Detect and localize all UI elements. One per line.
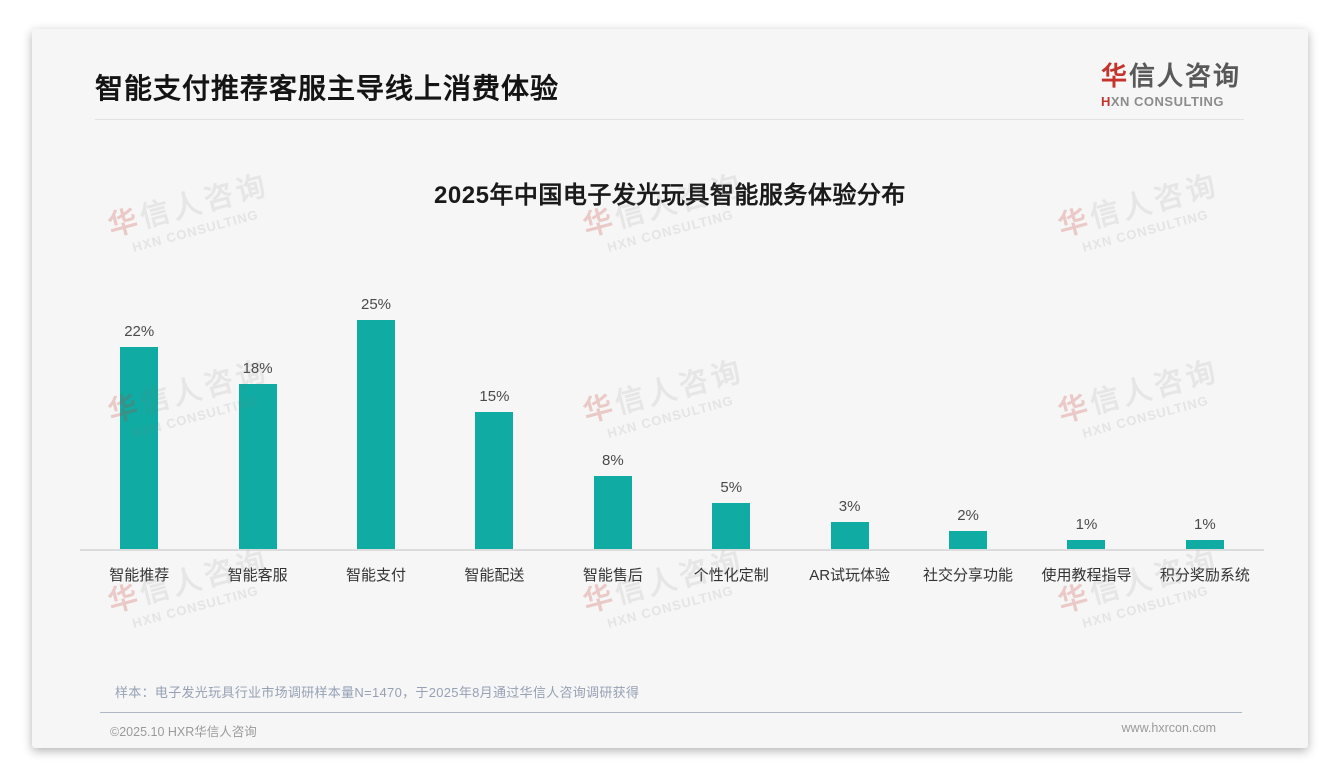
bar-value-label: 8% [601, 452, 624, 469]
category-label: 智能推荐 [109, 567, 170, 584]
report-slide: 智能支付推荐客服主导线上消费体验 华信人咨询 HXN CONSULTING 20… [32, 29, 1308, 748]
bar-group: 1% [1027, 281, 1145, 549]
brand-watermark: 华信人咨询 HXN CONSULTING [1036, 157, 1244, 264]
bar-group: 18% [198, 281, 316, 549]
page-title: 智能支付推荐客服主导线上消费体验 [95, 73, 560, 104]
bar-value-label: 1% [1075, 516, 1098, 533]
category-label: 智能支付 [346, 567, 407, 584]
bar-value-label: 5% [720, 479, 743, 496]
bar-value-label: 25% [361, 296, 392, 313]
chart-title: 2025年中国电子发光玩具智能服务体验分布 [434, 182, 906, 209]
bar-group: 2% [909, 281, 1027, 549]
bar [712, 503, 751, 549]
bar [238, 384, 277, 549]
category-labels: 智能推荐 智能客服 智能支付 智能配送 智能售后 个性化定制 AR试玩体验 社交分享功能 使用教… [80, 551, 1264, 585]
sample-footnote: 样本：电子发光玩具行业市场调研样本量N=1470，于2025年8月通过华信人咨询… [115, 685, 640, 700]
footer-copyright: ©2025.10 HXR华信人咨询 [110, 725, 257, 739]
bar-group: 15% [435, 281, 553, 549]
brand-watermark: 华信人咨询 HXN CONSULTING [86, 157, 294, 264]
bar [1185, 540, 1224, 549]
bar-group: 5% [672, 281, 790, 549]
bar-value-label: 1% [1194, 516, 1216, 533]
category-label: AR试玩体验 [809, 567, 891, 584]
logo-en-text: HXN CONSULTING [1101, 94, 1241, 109]
category-label: 使用教程指导 [1041, 567, 1132, 584]
bar-group: 25% [317, 281, 435, 549]
category-label: 智能售后 [582, 567, 643, 584]
bar-group: 1% [1146, 281, 1264, 549]
title-divider [95, 119, 1244, 120]
logo-en-rest: XN CONSULTING [1110, 94, 1225, 109]
logo-cn-text: 华信人咨询 [1101, 56, 1241, 93]
logo-cn-accent: 华 [1100, 61, 1129, 91]
company-logo: 华信人咨询 HXN CONSULTING [1101, 56, 1241, 109]
bar [357, 320, 396, 549]
bar-value-label: 3% [838, 498, 861, 515]
category-label: 智能配送 [464, 567, 525, 584]
bar-value-label: 22% [124, 323, 155, 340]
bar [1067, 540, 1106, 549]
footer-divider [100, 712, 1242, 713]
bar [830, 522, 869, 549]
category-label: 个性化定制 [693, 567, 769, 584]
bar-group: 3% [790, 281, 908, 549]
bar [593, 476, 632, 549]
bar [475, 412, 514, 549]
bar-value-label: 15% [479, 388, 510, 405]
brand-watermark: 华信人咨询 HXN CONSULTING [561, 157, 769, 264]
category-label: 积分奖励系统 [1159, 567, 1250, 584]
bar-chart: 22% 18% 25% 15% 8% 5% 3% 2% 1% 1% 智能推荐 智能客服 智能支付 智能配… [80, 281, 1264, 585]
bar-value-label: 18% [242, 360, 273, 377]
bar [949, 531, 988, 549]
logo-en-accent: H [1100, 94, 1111, 109]
category-label: 智能客服 [227, 567, 288, 584]
bar-value-label: 2% [957, 507, 979, 524]
bar-group: 8% [554, 281, 672, 549]
footer: ©2025.10 HXR华信人咨询 www.hxrcon.com [110, 721, 1216, 740]
bar [120, 347, 159, 549]
logo-cn-rest: 信人咨询 [1128, 61, 1241, 91]
x-axis: 22% 18% 25% 15% 8% 5% 3% 2% 1% 1% [80, 281, 1264, 551]
footer-website-link[interactable]: www.hxrcon.com [1121, 721, 1216, 735]
bar-group: 22% [80, 281, 198, 549]
category-label: 社交分享功能 [923, 567, 1014, 584]
